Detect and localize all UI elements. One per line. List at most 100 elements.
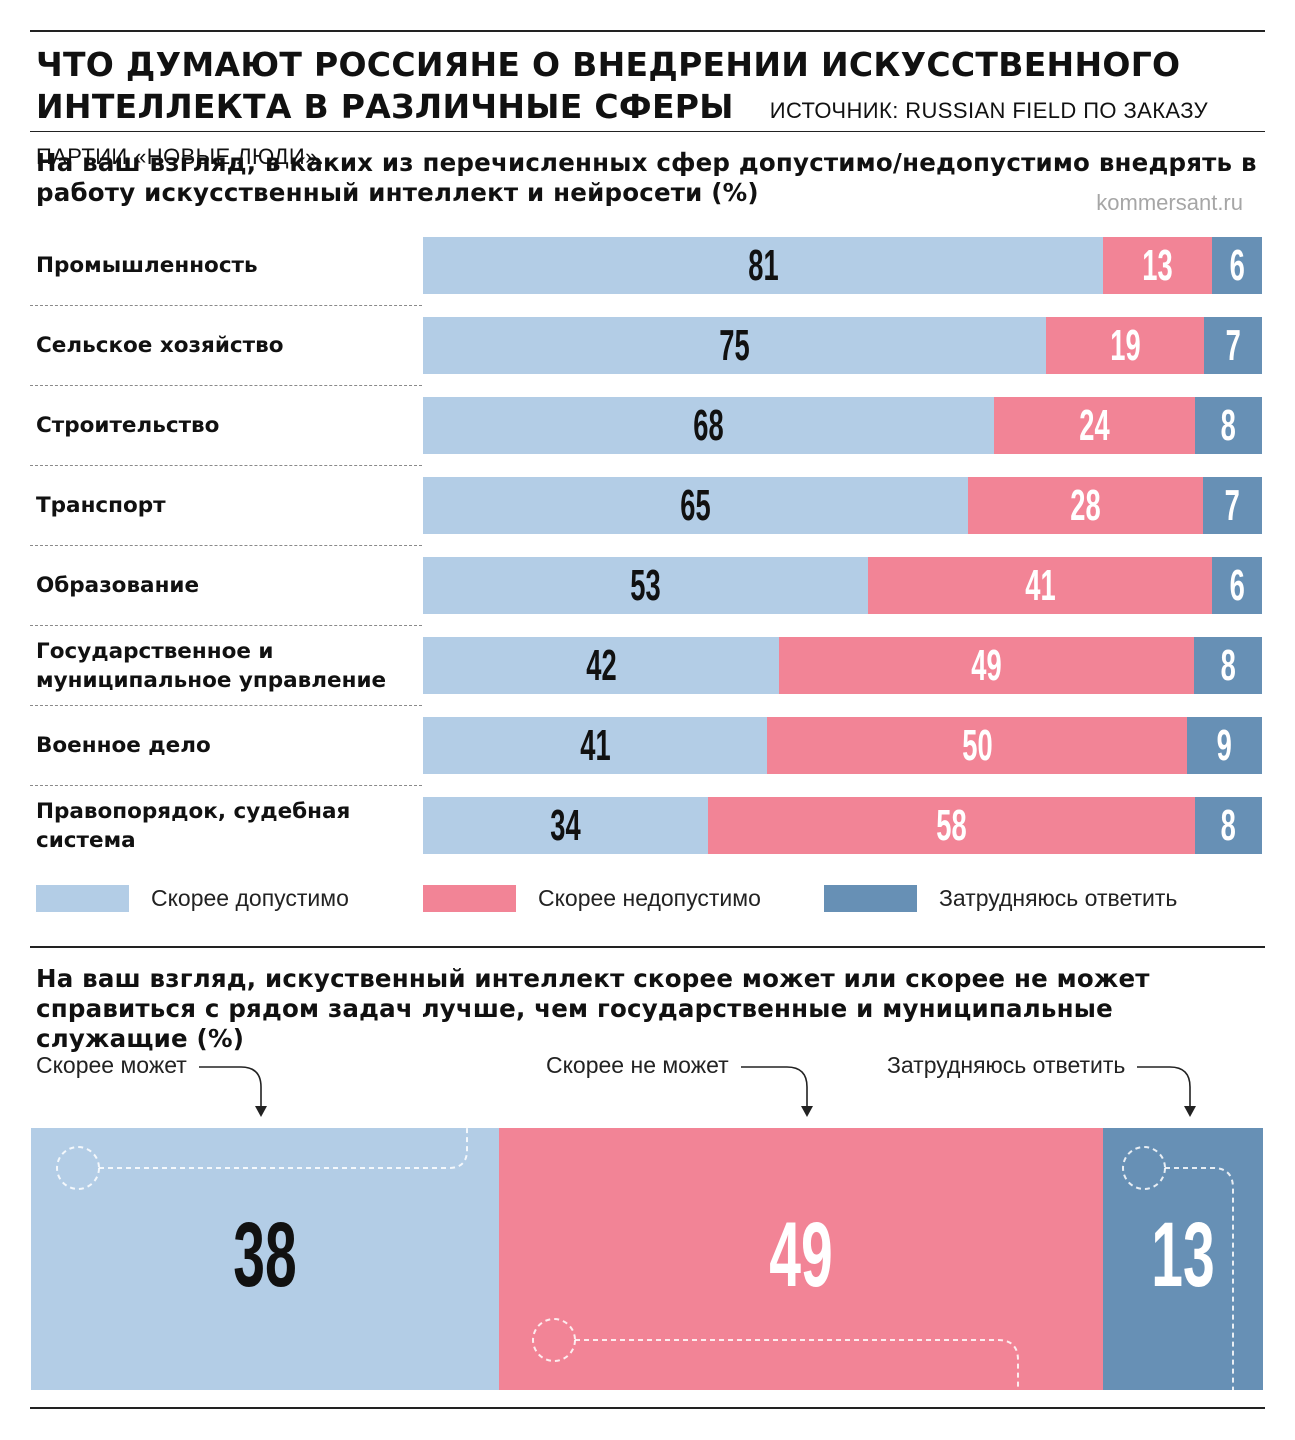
data-label: 53 xyxy=(630,560,661,610)
data-label: 6 xyxy=(1229,240,1245,290)
bar-segment: 68 xyxy=(423,397,994,454)
data-label: 34 xyxy=(550,800,581,850)
data-label: 41 xyxy=(1024,560,1056,610)
top-rule xyxy=(30,30,1265,32)
bar-segment: 65 xyxy=(423,477,968,534)
bar-segment: 41 xyxy=(423,717,767,774)
legend-item: Затрудняюсь ответить xyxy=(824,884,1177,912)
legend-label: Скорее недопустимо xyxy=(538,884,761,911)
data-label: 6 xyxy=(1229,560,1245,610)
data-label: 49 xyxy=(971,640,1002,690)
bar-segment: 6 xyxy=(1212,557,1262,614)
category-label: Строительство xyxy=(36,413,220,438)
row-separator xyxy=(30,705,422,706)
legend-swatch xyxy=(824,884,917,912)
bar-segment: 81 xyxy=(423,237,1103,294)
decor-line xyxy=(575,1339,1019,1390)
row-separator xyxy=(30,305,422,306)
bar-segment: 9 xyxy=(1187,717,1262,774)
data-label: 13 xyxy=(1142,240,1173,290)
category-label: Промышленность xyxy=(36,253,258,278)
bar-segment: 75 xyxy=(423,317,1046,374)
bar-segment xyxy=(31,1128,499,1390)
bottom-rule xyxy=(30,1407,1265,1409)
category-label: Государственное и муниципальное управлен… xyxy=(36,638,387,693)
legend-item: Скорее допустимо xyxy=(36,884,349,912)
bar-segment: 13 xyxy=(1103,237,1212,294)
pointer-arrow-line xyxy=(741,1066,808,1108)
bar-segment: 8 xyxy=(1195,397,1262,454)
bar-segment: 7 xyxy=(1203,477,1262,534)
data-label: 7 xyxy=(1225,320,1241,370)
bar-segment: 19 xyxy=(1046,317,1204,374)
legend-swatch xyxy=(423,884,516,912)
legend-item: Скорее недопустимо xyxy=(423,884,761,912)
chart1-question: На ваш взгляд, в каких из перечисленных … xyxy=(36,148,1257,207)
pointer-arrow-head xyxy=(801,1106,813,1117)
bar-segment: 28 xyxy=(968,477,1203,534)
bar-segment: 50 xyxy=(767,717,1187,774)
bar-segment: 7 xyxy=(1204,317,1262,374)
category-label: Образование xyxy=(36,573,200,598)
row-separator xyxy=(30,625,422,626)
decor-circle xyxy=(56,1146,100,1190)
pointer-label: Затрудняюсь ответить xyxy=(887,1052,1126,1078)
decor-circle xyxy=(1122,1146,1166,1190)
title-divider xyxy=(30,131,1265,132)
data-label: 65 xyxy=(680,480,711,530)
data-label: 81 xyxy=(747,240,779,290)
data-label: 75 xyxy=(719,320,750,370)
bar-segment xyxy=(499,1128,1103,1390)
row-separator xyxy=(30,545,422,546)
legend-label: Затрудняюсь ответить xyxy=(939,884,1178,911)
data-label: 9 xyxy=(1216,720,1233,770)
section-divider xyxy=(30,946,1265,948)
bar-segment: 41 xyxy=(868,557,1212,614)
bar-segment: 53 xyxy=(423,557,868,614)
row-separator xyxy=(30,385,422,386)
data-label: 8 xyxy=(1220,400,1237,450)
legend-swatch xyxy=(36,884,129,912)
bar-segment: 42 xyxy=(423,637,779,694)
data-label: 24 xyxy=(1079,400,1110,450)
bar-segment: 8 xyxy=(1195,797,1262,854)
category-label: Правопорядок, судебная система xyxy=(36,798,351,853)
data-label: 38 xyxy=(233,1204,296,1306)
decor-line xyxy=(1165,1167,1234,1390)
data-label: 28 xyxy=(1070,480,1101,530)
chart2-question: На ваш взгляд, искуственный интеллект ск… xyxy=(36,964,1150,1053)
data-label: 42 xyxy=(585,640,617,690)
data-label: 58 xyxy=(936,800,967,850)
bar-segment: 6 xyxy=(1212,237,1262,294)
pointer-label: Скорее не может xyxy=(546,1052,729,1078)
row-separator xyxy=(30,465,422,466)
data-label: 50 xyxy=(961,720,993,770)
bar-segment: 24 xyxy=(994,397,1195,454)
category-label: Сельское хозяйство xyxy=(36,333,284,358)
data-label: 8 xyxy=(1220,640,1236,690)
data-label: 8 xyxy=(1220,800,1237,850)
data-label: 68 xyxy=(693,400,724,450)
page-title: ЧТО ДУМАЮТ РОССИЯНЕ О ВНЕДРЕНИИ ИСКУССТВ… xyxy=(36,44,1295,178)
title-text: ЧТО ДУМАЮТ РОССИЯНЕ О ВНЕДРЕНИИ ИСКУССТВ… xyxy=(36,45,1181,126)
decor-line xyxy=(99,1128,468,1169)
data-label: 41 xyxy=(579,720,611,770)
bar-segment xyxy=(1103,1128,1263,1390)
legend-label: Скорее допустимо xyxy=(151,884,349,911)
bar-segment: 58 xyxy=(708,797,1195,854)
category-label: Военное дело xyxy=(36,733,211,758)
data-label: 49 xyxy=(769,1204,832,1306)
pointer-arrow-line xyxy=(199,1066,262,1108)
data-label: 13 xyxy=(1151,1204,1214,1306)
decor-circle xyxy=(532,1318,576,1362)
site-label: kommersant.ru xyxy=(1096,190,1243,215)
bar-segment: 8 xyxy=(1194,637,1262,694)
data-label: 7 xyxy=(1224,480,1241,530)
category-label: Транспорт xyxy=(36,493,166,518)
pointer-arrow-line xyxy=(1137,1066,1191,1108)
pointer-label: Скорее может xyxy=(36,1052,187,1078)
source-note: ИСТОЧНИК: RUSSIAN FIELD ПО ЗАКАЗУ ПАРТИИ… xyxy=(36,98,1209,169)
bar-segment: 49 xyxy=(779,637,1194,694)
pointer-arrow-head xyxy=(255,1106,267,1117)
bar-segment: 34 xyxy=(423,797,708,854)
